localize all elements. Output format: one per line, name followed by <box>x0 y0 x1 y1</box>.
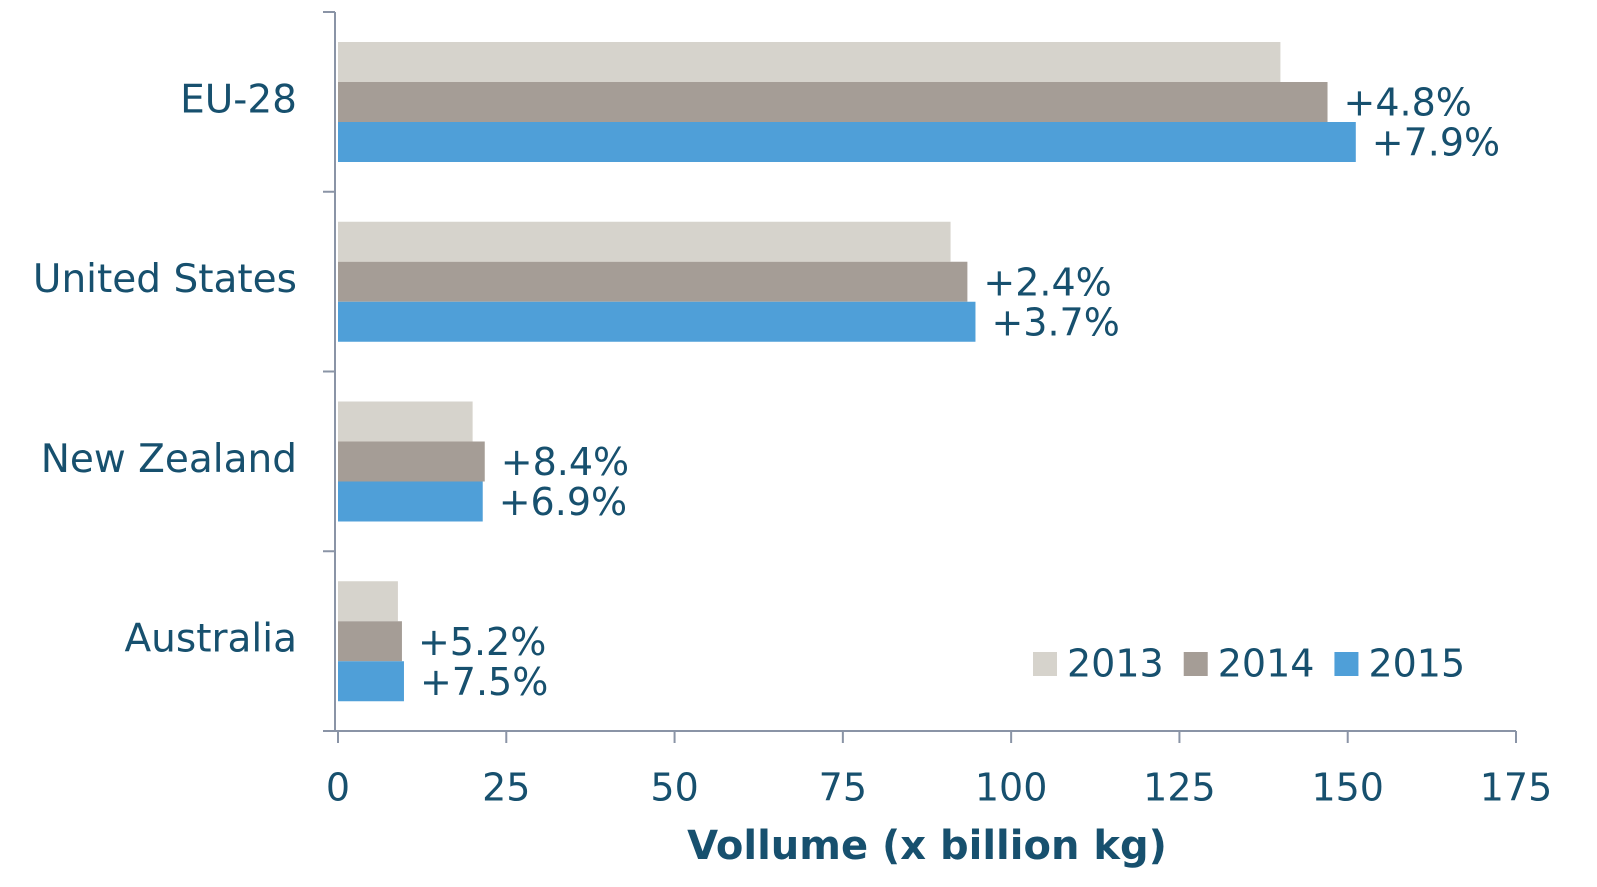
data-label: +8.4% <box>501 440 629 484</box>
x-tick-label: 25 <box>482 766 530 810</box>
x-tick-label: 50 <box>650 766 698 810</box>
bar <box>338 621 402 662</box>
x-tick-label: 75 <box>819 766 867 810</box>
data-label: +2.4% <box>983 260 1111 304</box>
legend-swatch <box>1033 652 1057 676</box>
bar <box>338 661 404 702</box>
x-tick-label: 125 <box>1143 766 1216 810</box>
bar <box>338 441 485 482</box>
bar <box>338 42 1281 82</box>
data-label: +3.7% <box>991 300 1119 344</box>
bar <box>338 401 473 442</box>
x-tick-label: 100 <box>975 766 1048 810</box>
bar <box>338 82 1328 122</box>
legend-label: 2015 <box>1368 642 1465 686</box>
category-label: EU-28 <box>180 77 297 122</box>
bar <box>338 581 398 622</box>
x-tick-label: 150 <box>1311 766 1384 810</box>
data-label: +7.5% <box>420 660 548 704</box>
category-label: United States <box>33 257 297 302</box>
bar <box>338 301 976 342</box>
legend-swatch <box>1334 652 1359 676</box>
x-tick-label: 175 <box>1480 766 1553 810</box>
bar <box>338 221 951 262</box>
category-label: Australia <box>124 617 297 662</box>
legend-label: 2014 <box>1218 642 1315 686</box>
legend-swatch <box>1183 652 1208 676</box>
bar <box>338 481 483 522</box>
bar <box>338 122 1356 162</box>
data-label: +6.9% <box>499 480 627 524</box>
data-label: +5.2% <box>418 620 546 664</box>
category-label: New Zealand <box>41 437 297 482</box>
data-label: +4.8% <box>1344 81 1472 125</box>
bar <box>338 261 968 302</box>
x-tick-label: 0 <box>326 766 350 810</box>
x-axis-title: Vollume (x billion kg) <box>687 823 1167 869</box>
data-label: +7.9% <box>1372 121 1500 165</box>
legend-label: 2013 <box>1067 642 1164 686</box>
